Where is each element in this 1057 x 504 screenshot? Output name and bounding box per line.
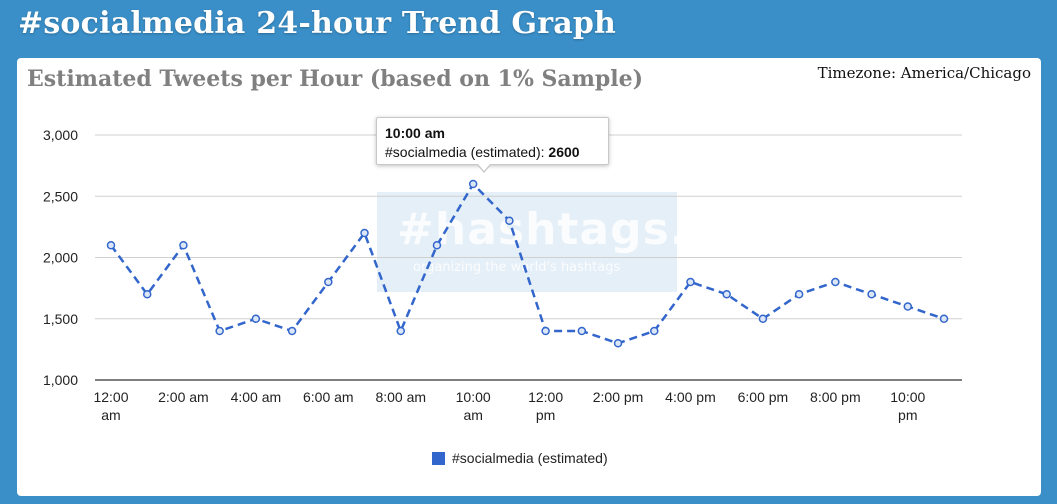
data-point (251, 314, 261, 323)
line-chart: 1,000 1,500 2,000 2,500 3,000 12:00 am 2:00 am… (43, 127, 962, 423)
tooltip-line: #socialmedia (estimated): 2600 (385, 142, 600, 162)
header-bar: #socialmedia 24-hour Trend Graph (0, 0, 1057, 56)
data-point (106, 241, 116, 250)
data-point (179, 241, 188, 250)
x-tick-label: 2:00 pm (593, 389, 644, 405)
tooltip-pointer (477, 164, 491, 173)
chart-card: #hashtags.org organizing the world's has… (17, 58, 1041, 496)
tooltip-time: 10:00 am (385, 125, 445, 141)
data-point (142, 290, 152, 299)
y-tick-label: 2,500 (43, 188, 78, 204)
data-point (432, 241, 442, 250)
data-point (396, 326, 405, 336)
watermark-logo: #hashtags.org organizing the world's has… (377, 192, 773, 292)
y-tick-label: 1,000 (43, 372, 78, 388)
x-tick-label: am (101, 407, 120, 423)
data-point (613, 339, 623, 348)
grid-lines (95, 134, 962, 381)
data-point (686, 277, 695, 287)
legend-label: #socialmedia (estimated) (452, 450, 608, 466)
y-axis-ticks: 1,000 1,500 2,000 2,500 3,000 (43, 127, 78, 388)
data-point (215, 326, 224, 336)
data-point (650, 326, 659, 336)
x-tick-label: pm (536, 407, 555, 423)
x-tick-label: 4:00 am (231, 389, 282, 405)
y-tick-label: 1,500 (43, 311, 78, 327)
x-tick-label: 8:00 pm (810, 389, 861, 405)
x-tick-label: 12:00 (93, 389, 128, 405)
data-point (939, 314, 949, 323)
data-point (360, 228, 369, 238)
data-point (324, 277, 333, 287)
tooltip-value: 2600 (548, 144, 580, 160)
timezone-label: Timezone: America/Chicago (817, 64, 1031, 82)
data-point (794, 290, 804, 299)
x-tick-label: 6:00 am (303, 389, 354, 405)
x-tick-label: pm (898, 407, 917, 423)
x-tick-label: 10:00 (456, 389, 491, 405)
data-point (541, 326, 550, 336)
x-tick-label: 12:00 (528, 389, 563, 405)
data-point (577, 326, 587, 336)
x-tick-label: am (463, 407, 482, 423)
watermark-logo-text: #hashtags.org (397, 204, 774, 255)
page-title: #socialmedia 24-hour Trend Graph (18, 6, 617, 41)
x-tick-label: 2:00 am (158, 389, 209, 405)
x-tick-label: 8:00 am (375, 389, 426, 405)
chart-legend[interactable]: #socialmedia (estimated) (432, 450, 608, 466)
chart-title: Estimated Tweets per Hour (based on 1% S… (27, 66, 644, 92)
data-point (505, 216, 514, 225)
series-line (109, 181, 945, 345)
legend-swatch (432, 451, 445, 465)
data-point (758, 314, 768, 323)
data-point (468, 179, 478, 189)
data-point (903, 302, 913, 311)
data-point (722, 290, 731, 299)
data-point (831, 277, 840, 287)
data-point (867, 290, 876, 299)
y-tick-label: 3,000 (43, 127, 78, 143)
x-tick-label: 6:00 pm (738, 389, 789, 405)
y-tick-label: 2,000 (43, 250, 78, 266)
x-tick-label: 10:00 (890, 389, 925, 405)
data-tooltip: 10:00 am #socialmedia (estimated): 2600 (376, 117, 609, 173)
watermark-tagline: organizing the world's hashtags (413, 260, 621, 275)
x-tick-label: 4:00 pm (665, 389, 716, 405)
tooltip-label: #socialmedia (estimated): (385, 144, 549, 160)
x-axis-ticks: 12:00 am 2:00 am 4:00 am 6:00 am 8:00 am 10:00… (93, 389, 925, 423)
data-points (106, 179, 949, 348)
data-point (287, 326, 297, 336)
